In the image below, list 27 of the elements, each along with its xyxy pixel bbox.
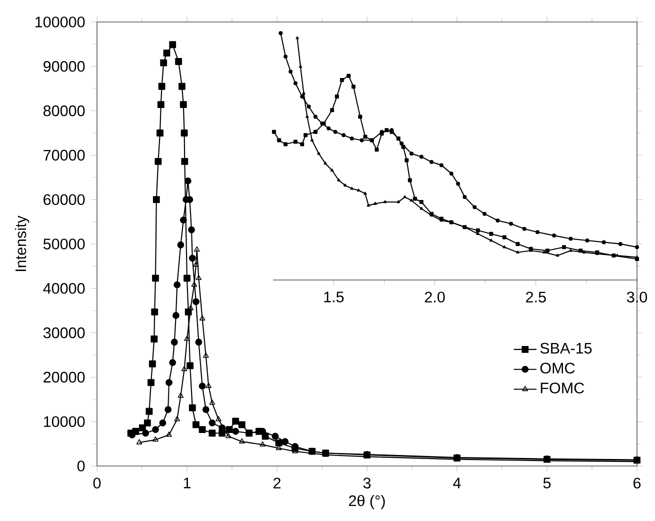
y-tick-label: 100000 <box>36 16 85 28</box>
y-tick-label: 60000 <box>44 194 85 205</box>
y-tick-label: 30000 <box>43 327 85 338</box>
x-tick-label: 2.5 <box>526 292 546 302</box>
x-tick-label: 5 <box>543 478 551 488</box>
y-tick-label: 80000 <box>43 105 85 116</box>
x-tick-label: 0 <box>93 478 101 488</box>
x-axis-title: 2θ (°) <box>349 494 385 510</box>
y-axis-title: Intensity <box>14 216 30 272</box>
y-tick-label: 70000 <box>44 150 85 161</box>
x-tick-label: 3 <box>363 478 371 488</box>
x-tick-label: 1.5 <box>324 292 344 302</box>
legend-label: OMC <box>540 362 575 374</box>
y-tick-label: 50000 <box>43 238 85 250</box>
y-tick-label: 0 <box>77 460 85 472</box>
y-tick-label: 20000 <box>44 372 85 383</box>
x-tick-label: 2.0 <box>424 292 445 302</box>
y-tick-label: 10000 <box>44 416 85 428</box>
y-tick-label: 40000 <box>43 282 85 294</box>
x-tick-label: 4 <box>453 478 461 488</box>
x-tick-label: 2 <box>274 478 280 488</box>
x-tick-label: 6 <box>634 478 641 488</box>
y-tick-label: 90000 <box>44 60 85 72</box>
legend-label: SBA-15 <box>540 342 592 354</box>
x-tick-label: 1 <box>184 478 190 488</box>
legend-label: FOMC <box>540 382 584 394</box>
x-tick-label: 3.0 <box>626 292 648 302</box>
